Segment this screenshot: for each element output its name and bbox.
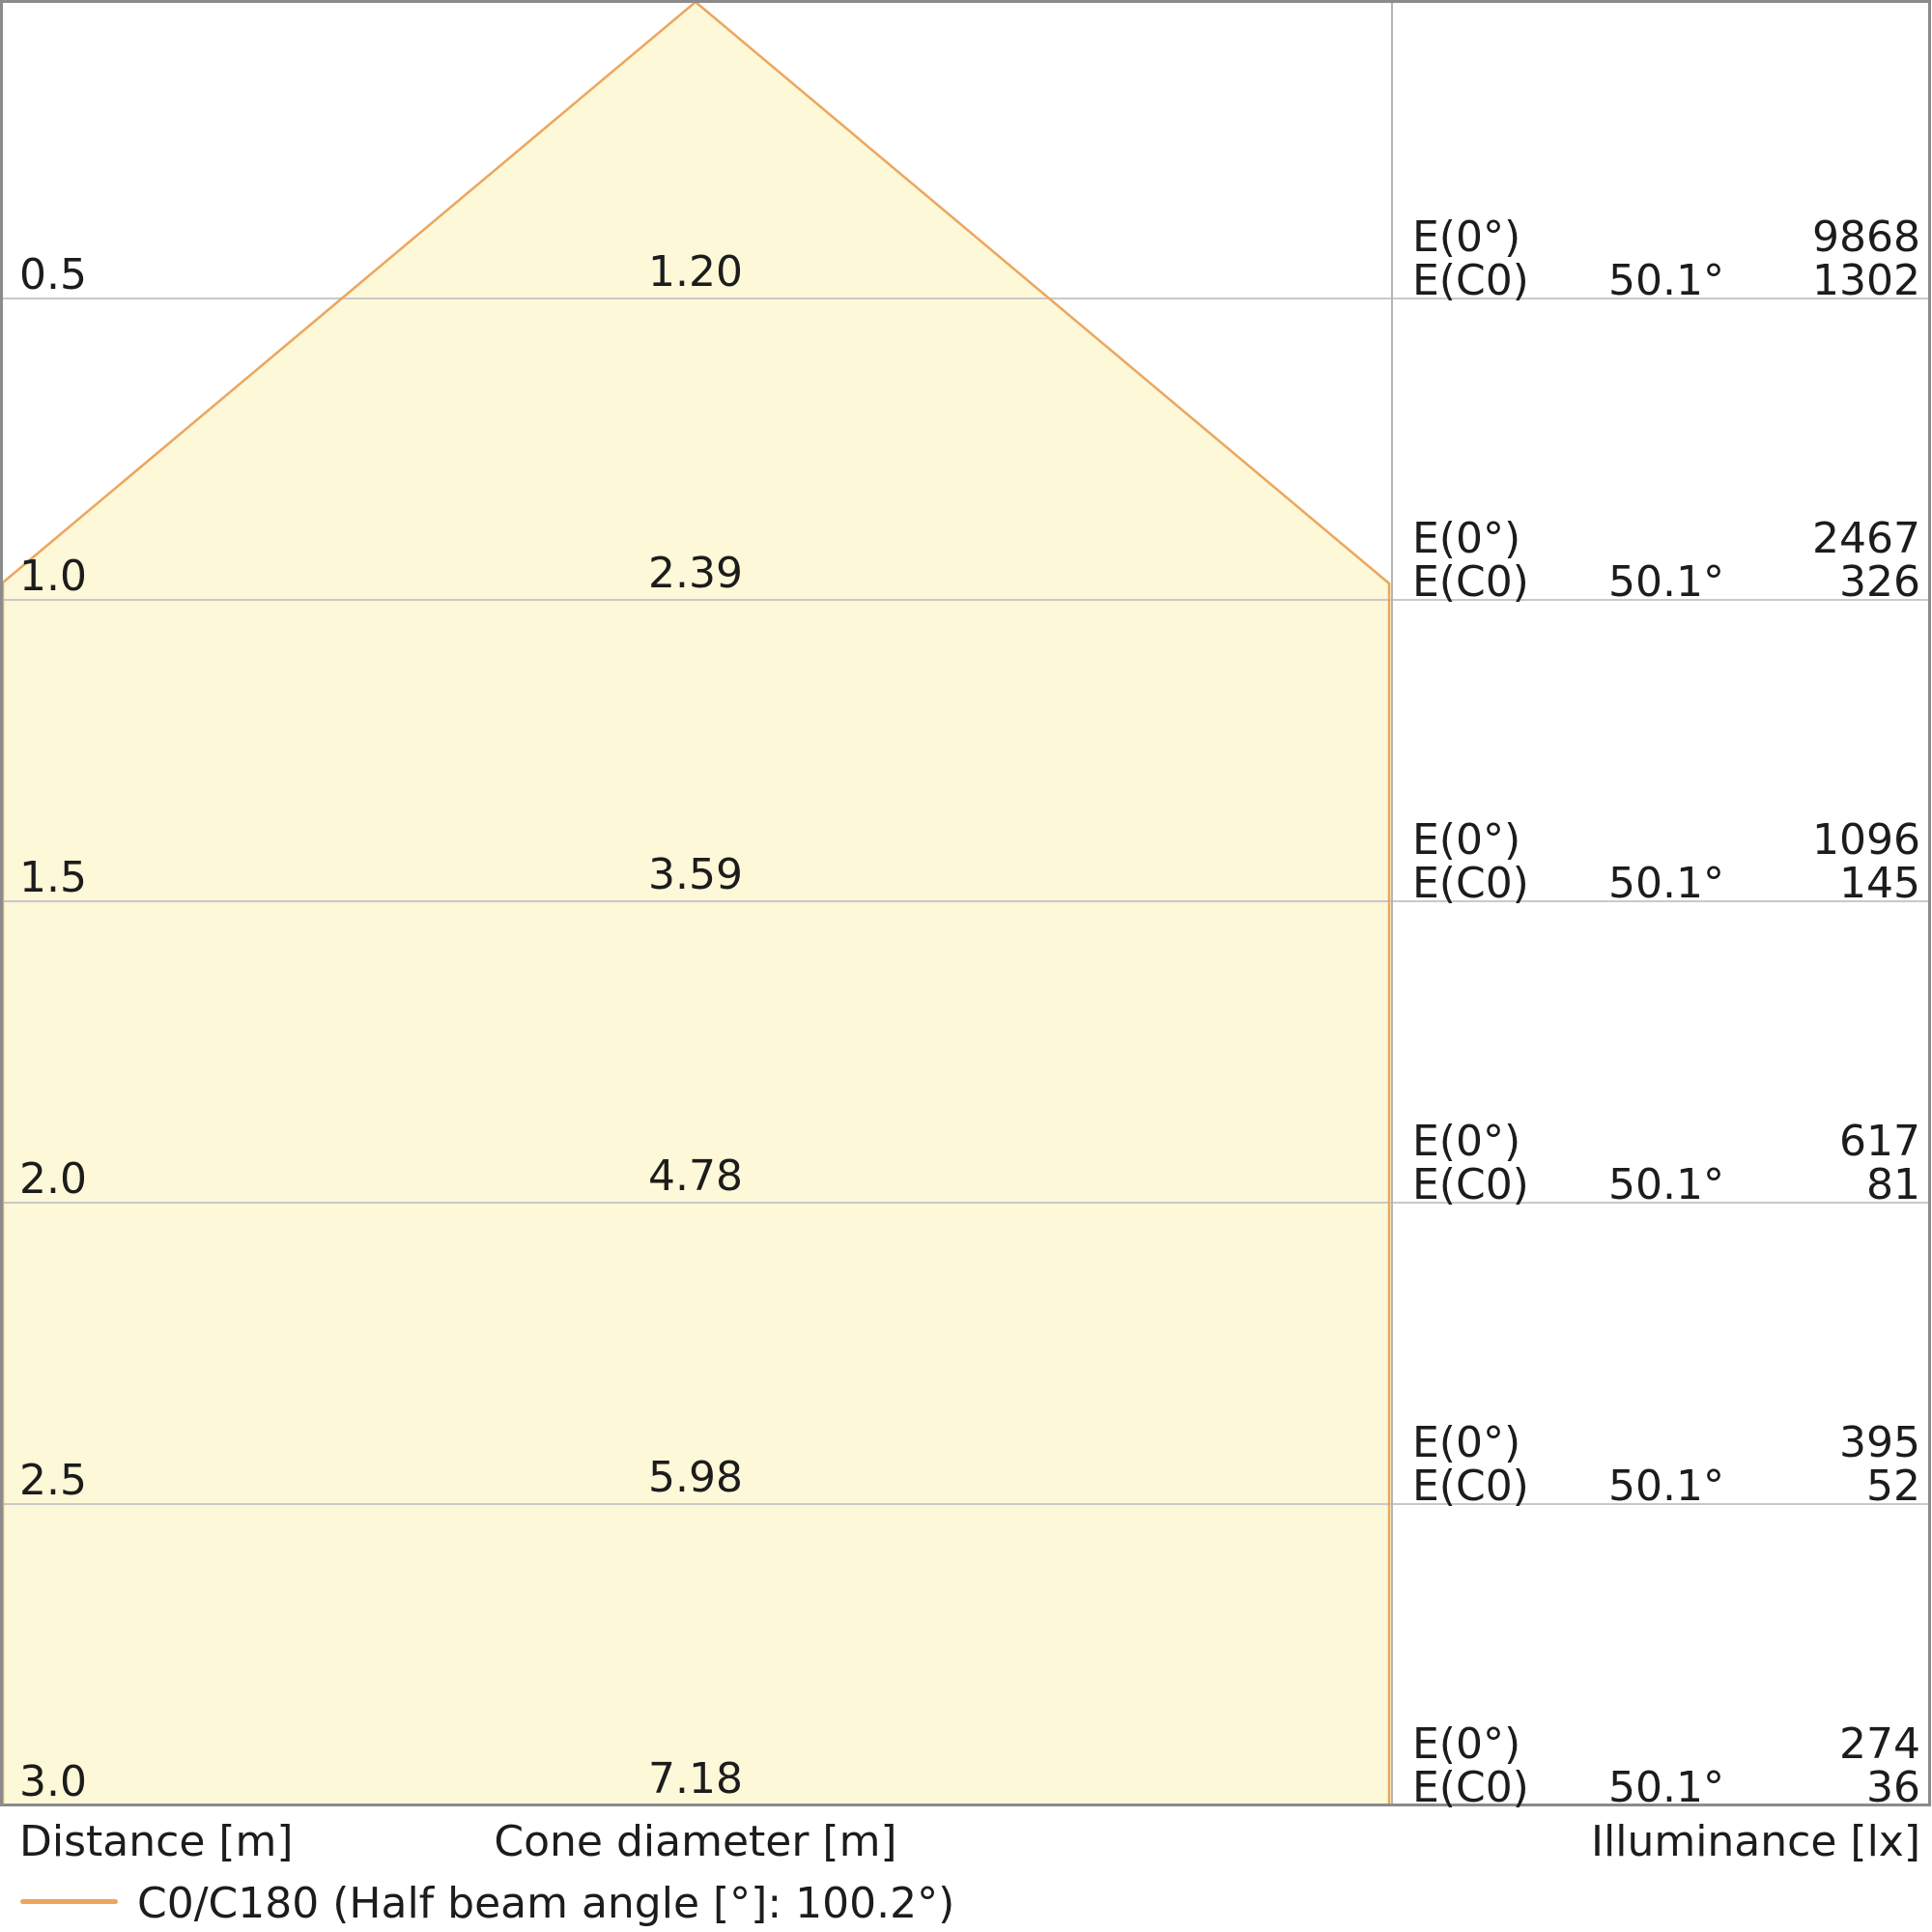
ec0-value: 145	[1839, 859, 1920, 908]
half-beam-angle-value: 50.1°	[1608, 1763, 1724, 1812]
cone-diameter-label: 7.18	[648, 1754, 743, 1804]
distance-label: 0.5	[19, 250, 87, 299]
e0-value: 617	[1839, 1117, 1920, 1166]
footer-cone-diameter-label: Cone diameter [m]	[494, 1817, 897, 1866]
cone-diameter-label: 5.98	[648, 1453, 743, 1502]
e0-label: E(0°)	[1412, 1418, 1521, 1467]
half-beam-angle-value: 50.1°	[1608, 859, 1724, 908]
e0-value: 274	[1839, 1719, 1920, 1769]
cone-diagram-canvas	[0, 0, 1931, 1806]
e0-label: E(0°)	[1412, 213, 1521, 262]
footer-distance-label: Distance [m]	[19, 1817, 294, 1866]
e0-label: E(0°)	[1412, 815, 1521, 865]
distance-label: 2.5	[19, 1456, 87, 1505]
chart-border	[0, 0, 1931, 1806]
illuminance-row: E(0°) 274 E(C0) 50.1° 36	[1412, 1722, 1920, 1809]
distance-label: 3.0	[19, 1757, 87, 1806]
e0-value: 395	[1839, 1418, 1920, 1467]
half-beam-angle-value: 50.1°	[1608, 1160, 1724, 1209]
ec0-label: E(C0)	[1412, 1160, 1529, 1209]
e0-label: E(0°)	[1412, 1719, 1521, 1769]
half-beam-angle-value: 50.1°	[1608, 256, 1724, 305]
cone-diameter-label: 1.20	[648, 247, 743, 297]
illuminance-row: E(0°) 1096 E(C0) 50.1° 145	[1412, 818, 1920, 905]
ec0-label: E(C0)	[1412, 1763, 1529, 1812]
ec0-value: 52	[1866, 1462, 1920, 1511]
e0-value: 2467	[1812, 514, 1920, 563]
distance-label: 2.0	[19, 1154, 87, 1204]
ec0-label: E(C0)	[1412, 557, 1529, 607]
ec0-value: 1302	[1812, 256, 1920, 305]
e0-label: E(0°)	[1412, 514, 1521, 563]
ec0-value: 326	[1839, 557, 1920, 607]
legend-line-swatch	[20, 1899, 118, 1904]
light-cone-fill	[2, 2, 1391, 1804]
e0-label: E(0°)	[1412, 1117, 1521, 1166]
distance-label: 1.0	[19, 552, 87, 601]
ec0-value: 36	[1866, 1763, 1920, 1812]
illuminance-row: E(0°) 9868 E(C0) 50.1° 1302	[1412, 215, 1920, 302]
e0-value: 9868	[1812, 213, 1920, 262]
illuminance-row: E(0°) 395 E(C0) 50.1° 52	[1412, 1421, 1920, 1508]
half-beam-angle-value: 50.1°	[1608, 1462, 1724, 1511]
e0-value: 1096	[1812, 815, 1920, 865]
illuminance-row: E(0°) 617 E(C0) 50.1° 81	[1412, 1120, 1920, 1207]
cone-diameter-label: 4.78	[648, 1151, 743, 1201]
ec0-value: 81	[1866, 1160, 1920, 1209]
distance-label: 1.5	[19, 853, 87, 902]
ec0-label: E(C0)	[1412, 859, 1529, 908]
ec0-label: E(C0)	[1412, 1462, 1529, 1511]
footer-illuminance-label: Illuminance [lx]	[1591, 1817, 1920, 1866]
half-beam-angle-value: 50.1°	[1608, 557, 1724, 607]
legend-label: C0/C180 (Half beam angle [°]: 100.2°)	[137, 1879, 955, 1928]
cone-diameter-label: 2.39	[648, 549, 743, 598]
ec0-label: E(C0)	[1412, 256, 1529, 305]
illuminance-row: E(0°) 2467 E(C0) 50.1° 326	[1412, 517, 1920, 604]
cone-diameter-label: 3.59	[648, 850, 743, 899]
